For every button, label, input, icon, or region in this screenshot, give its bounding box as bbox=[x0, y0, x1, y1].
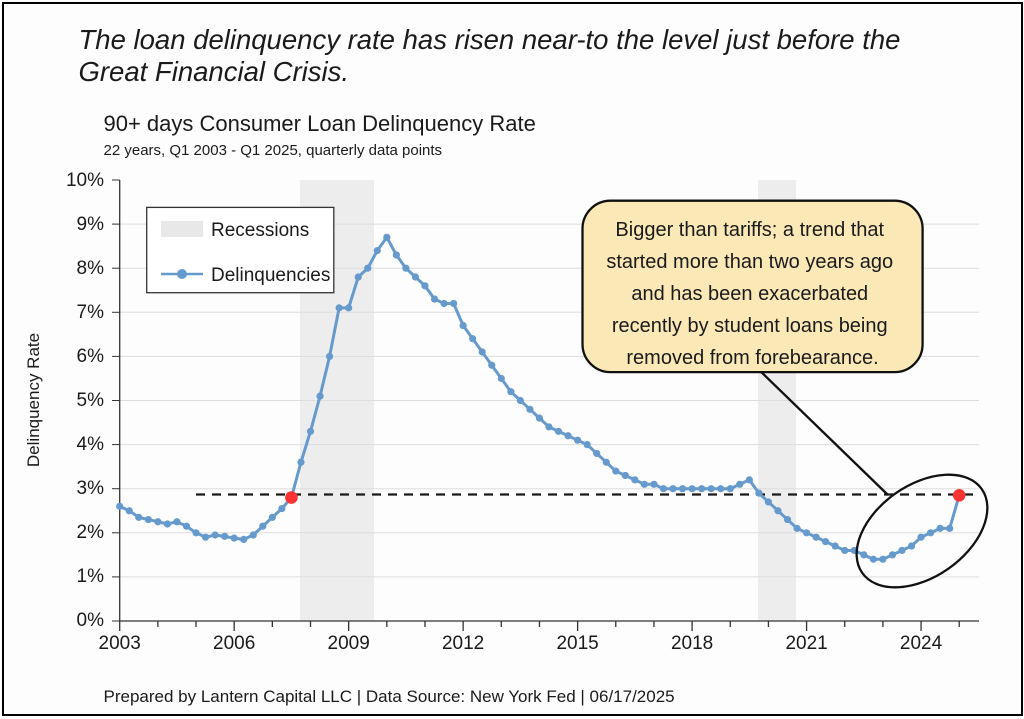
svg-text:2012: 2012 bbox=[441, 633, 483, 654]
svg-text:8%: 8% bbox=[76, 258, 104, 279]
svg-text:9%: 9% bbox=[76, 214, 104, 235]
svg-text:2021: 2021 bbox=[785, 633, 827, 654]
svg-text:2018: 2018 bbox=[670, 633, 712, 654]
svg-text:Delinquencies: Delinquencies bbox=[211, 265, 330, 286]
svg-text:2009: 2009 bbox=[327, 633, 369, 654]
svg-text:5%: 5% bbox=[76, 390, 104, 411]
svg-text:2015: 2015 bbox=[556, 633, 598, 654]
svg-text:4%: 4% bbox=[76, 434, 104, 455]
svg-text:0%: 0% bbox=[76, 610, 104, 631]
svg-text:2003: 2003 bbox=[98, 633, 140, 654]
svg-text:2024: 2024 bbox=[899, 633, 942, 654]
svg-text:1%: 1% bbox=[76, 566, 104, 587]
svg-text:3%: 3% bbox=[76, 478, 104, 499]
svg-text:6%: 6% bbox=[76, 346, 104, 367]
svg-text:10%: 10% bbox=[65, 170, 103, 191]
svg-text:Recessions: Recessions bbox=[211, 220, 309, 241]
svg-text:7%: 7% bbox=[76, 302, 104, 323]
svg-text:2%: 2% bbox=[76, 522, 104, 543]
svg-text:Delinquency Rate: Delinquency Rate bbox=[24, 332, 43, 466]
svg-text:2006: 2006 bbox=[213, 633, 255, 654]
